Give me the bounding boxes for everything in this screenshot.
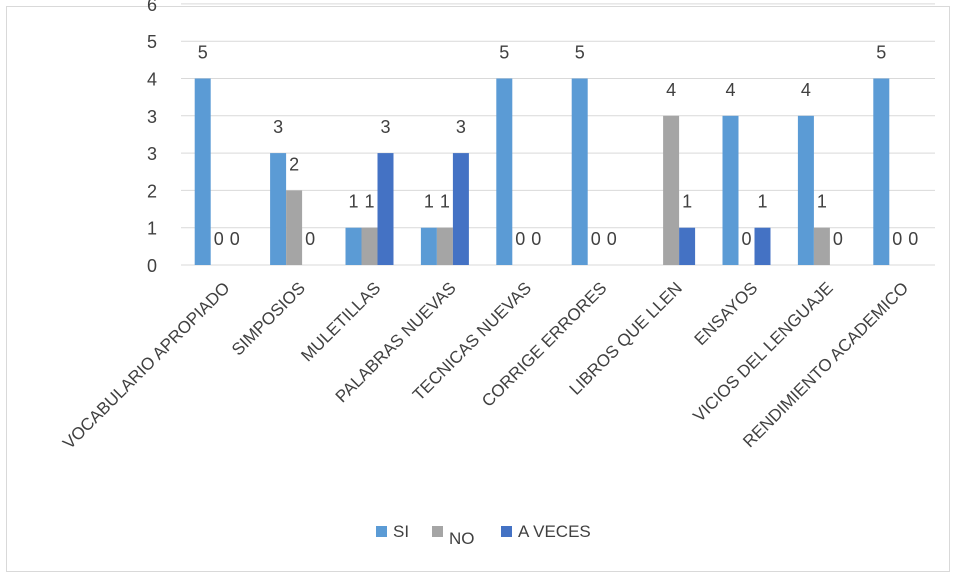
- chart-area: [6, 6, 950, 572]
- data-label: 1: [682, 192, 692, 212]
- bar-no: [286, 190, 303, 265]
- bar-si: [345, 227, 362, 265]
- bar-a-veces: [754, 227, 771, 265]
- data-label: 0: [741, 229, 751, 249]
- bar-si: [797, 115, 814, 265]
- bar-no: [663, 115, 680, 265]
- y-tick-label: 5: [147, 32, 157, 52]
- category-label: VOCABULARIO APROPIADO: [59, 278, 233, 452]
- bar-si: [873, 78, 890, 265]
- bar-a-veces: [377, 153, 394, 265]
- legend-label: NO: [449, 529, 475, 548]
- data-label: 0: [214, 229, 224, 249]
- data-label: 4: [725, 80, 735, 100]
- y-axis-ticks: 0 1 2 3 3 4 5 6: [147, 0, 157, 276]
- category-labels: VOCABULARIO APROPIADOSIMPOSIOSMULETILLAS…: [59, 278, 912, 452]
- y-tick-label: 3: [147, 107, 157, 127]
- data-label: 5: [575, 43, 585, 63]
- data-label: 1: [424, 192, 434, 212]
- bar-no: [436, 227, 453, 265]
- data-label: 1: [757, 192, 767, 212]
- y-tick-label: 3: [147, 144, 157, 164]
- legend-swatch: [376, 526, 387, 537]
- category-label: ENSAYOS: [691, 278, 762, 349]
- bar-si: [722, 115, 739, 265]
- bar-si: [496, 78, 513, 265]
- legend-label: SI: [393, 522, 409, 541]
- data-label: 0: [591, 229, 601, 249]
- bar-a-veces: [452, 153, 469, 265]
- data-label: 0: [607, 229, 617, 249]
- data-label: 1: [440, 192, 450, 212]
- legend-swatch: [432, 526, 443, 537]
- data-label: 4: [801, 80, 811, 100]
- category-label: CORRIGE ERRORES: [478, 278, 610, 410]
- y-tick-label: 0: [147, 256, 157, 276]
- data-label: 1: [817, 192, 827, 212]
- bar-si: [571, 78, 588, 265]
- bars: [194, 78, 890, 265]
- data-label: 5: [876, 43, 886, 63]
- data-label: 1: [348, 192, 358, 212]
- data-label: 5: [499, 43, 509, 63]
- data-label: 0: [305, 229, 315, 249]
- bar-si: [194, 78, 211, 265]
- data-label: 0: [230, 229, 240, 249]
- data-label: 0: [892, 229, 902, 249]
- data-label: 1: [364, 192, 374, 212]
- bar-si: [420, 227, 437, 265]
- data-label: 3: [380, 117, 390, 137]
- data-label: 3: [273, 117, 283, 137]
- category-label: RENDIMIENTO ACADEMICO: [739, 278, 912, 451]
- legend-label: A VECES: [518, 522, 591, 541]
- data-label: 0: [908, 229, 918, 249]
- category-label: VICIOS DEL LENGUAJE: [689, 278, 836, 425]
- data-label: 5: [198, 43, 208, 63]
- data-label: 2: [289, 154, 299, 174]
- y-tick-label: 2: [147, 181, 157, 201]
- y-tick-label: 4: [147, 70, 157, 90]
- category-label: SIMPOSIOS: [228, 278, 309, 359]
- data-label: 3: [456, 117, 466, 137]
- bar-a-veces: [679, 227, 696, 265]
- data-label: 0: [515, 229, 525, 249]
- bar-no: [813, 227, 830, 265]
- bar-si: [270, 153, 287, 265]
- data-label: 0: [833, 229, 843, 249]
- legend: SI NO A VECES: [376, 522, 591, 548]
- y-tick-label: 6: [147, 0, 157, 15]
- legend-swatch: [501, 526, 512, 537]
- bar-no: [361, 227, 378, 265]
- y-tick-label: 1: [147, 219, 157, 239]
- data-label: 4: [666, 80, 676, 100]
- data-label: 0: [531, 229, 541, 249]
